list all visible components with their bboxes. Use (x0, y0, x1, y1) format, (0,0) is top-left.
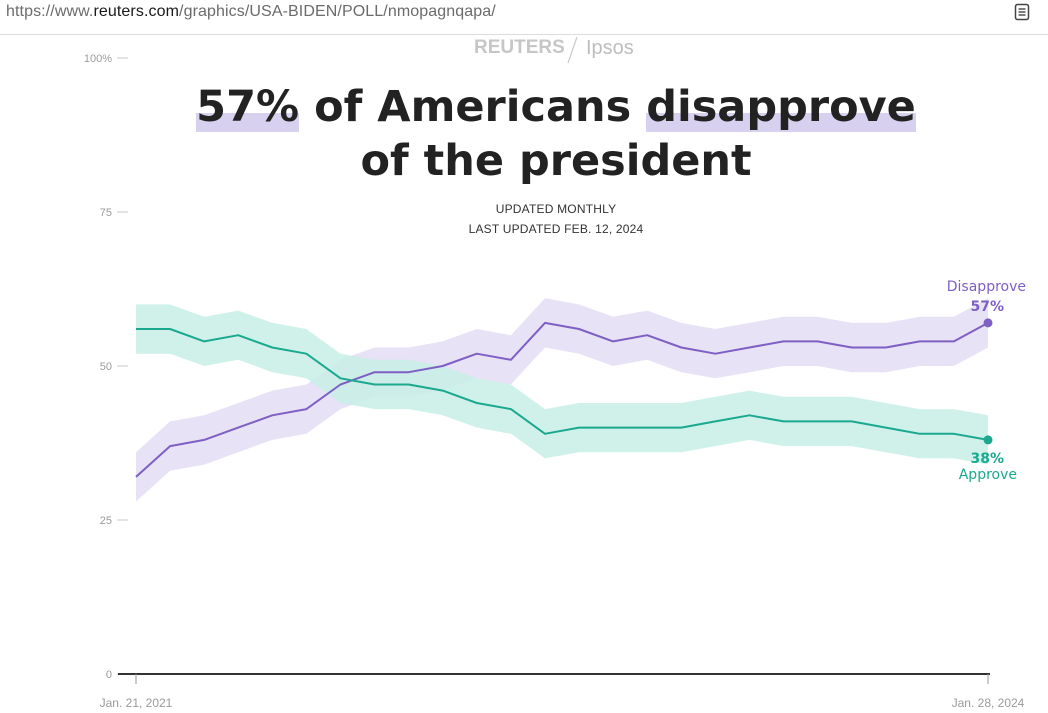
chart-title: 57% of Americans disapprove of the presi… (0, 80, 1048, 188)
series-lines (135, 321, 989, 478)
y-tick-label: 50 (100, 361, 112, 373)
title-disapprove: disapprove (646, 82, 916, 132)
disapprove-value-label: 57% (970, 299, 1004, 315)
title-percent: 57% (196, 82, 300, 132)
browser-address-bar[interactable]: https://www.reuters.com/graphics/USA-BID… (0, 0, 1048, 35)
approve-endpoint (983, 435, 993, 445)
disapprove-confidence-band (136, 298, 988, 502)
x-tick-label-end: Jan. 28, 2024 (952, 696, 1025, 710)
title-mid: of Americans (299, 82, 647, 132)
series-endpoints: Disapprove 57% 38%Approve (947, 279, 1026, 483)
update-frequency: UPDATED MONTHLY (495, 202, 617, 216)
confidence-bands (136, 298, 988, 502)
disapprove-series-label: Disapprove (947, 279, 1026, 295)
approve-confidence-band (136, 304, 988, 465)
disapprove-line (135, 321, 989, 478)
last-updated: LAST UPDATED FEB. 12, 2024 (468, 222, 644, 236)
y-tick-label: 75 (100, 207, 112, 219)
y-axis: 100% 75 50 25 0 (84, 53, 128, 681)
y-tick-label: 25 (100, 515, 112, 527)
y-tick-label: 100% (84, 53, 112, 65)
title-line2: of the president (360, 136, 752, 186)
y-tick-label: 0 (106, 669, 112, 681)
disapprove-endpoint (983, 318, 993, 328)
approve-line (136, 328, 989, 441)
reuters-logo: REUTERS (474, 37, 565, 58)
ipsos-logo: Ipsos (586, 37, 634, 59)
approve-series-label: Approve (959, 467, 1017, 483)
approve-value-label: 38% (970, 451, 1004, 467)
url-text[interactable]: https://www.reuters.com/graphics/USA-BID… (6, 3, 496, 20)
reader-mode-icon[interactable] (1011, 1, 1033, 23)
x-tick-label-start: Jan. 21, 2021 (100, 696, 173, 710)
